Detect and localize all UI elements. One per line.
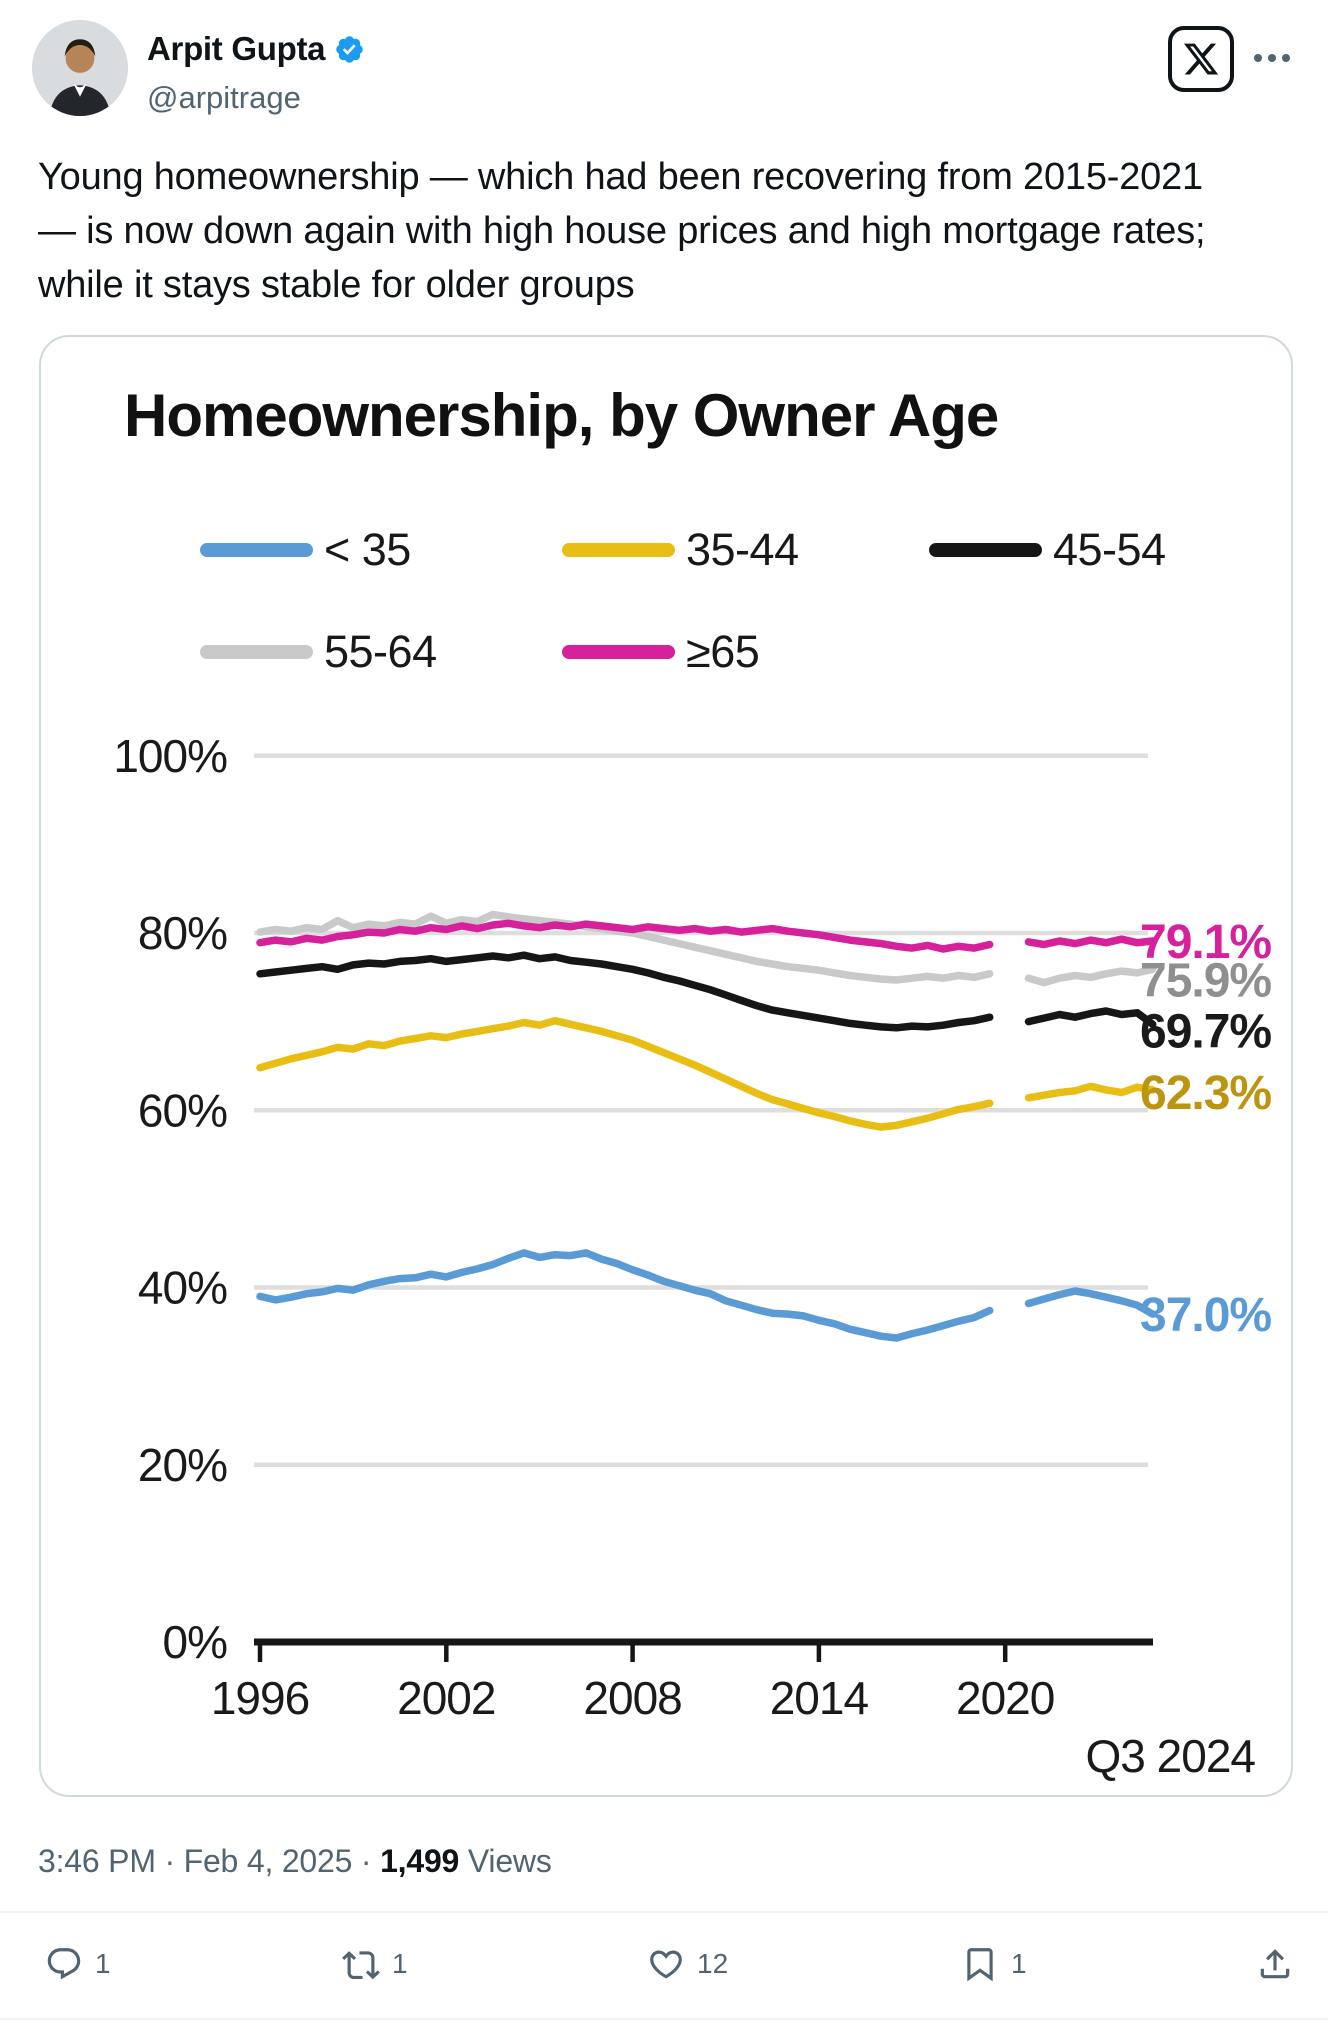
x-logo-button[interactable] [1168,26,1234,92]
upload-arrow-icon [1260,1949,1290,1979]
series-line-< 35 [256,1249,994,1342]
series-line-35-44 [256,1016,994,1131]
divider-top [0,1911,1328,1913]
avatar[interactable] [32,20,128,116]
x-axis-label-2020: 2020 [956,1672,1054,1724]
series-line-≥65 [256,919,994,953]
series-line-45-54-post-gap [1024,1007,1157,1029]
legend-item-35-44: 35-44 [562,524,799,575]
legend-swatch-65-plus [562,645,675,659]
x-axis-label-2008: 2008 [583,1672,681,1724]
tweet-text: Young homeownership — which had been rec… [38,156,1206,306]
speech-bubble-icon [47,1948,81,1980]
like-button[interactable]: 12 [647,1940,728,1988]
y-axis-label-100: 100% [113,730,227,782]
views-count: 1,499 [380,1843,460,1879]
ellipsis-icon [1268,54,1276,62]
legend-item-55-64: 55-64 [200,626,437,677]
bookmark-count: 1 [1011,1948,1027,1979]
series-line-35-44-post-gap [1024,1082,1157,1102]
avatar-photo-placeholder [32,20,128,116]
author-row[interactable]: Arpit Gupta [147,30,365,68]
heart-icon [650,1950,682,1979]
series-end-label-< 35: 37.0% [1140,1289,1271,1342]
ellipsis-icon [1282,54,1290,62]
series-line-< 35-post-gap [1024,1287,1157,1318]
bookmark-button[interactable]: 1 [961,1940,1027,1988]
author-name[interactable]: Arpit Gupta [147,30,326,67]
series-line-45-54 [256,951,994,1032]
ellipsis-icon [1254,54,1262,62]
legend-swatch-under-35 [200,543,313,557]
timestamp[interactable]: 3:46 PM · Feb 4, 2025 [38,1843,353,1879]
x-axis-label-2002: 2002 [397,1672,495,1724]
legend-swatch-55-64 [200,645,313,659]
repost-button[interactable]: 1 [342,1940,408,1988]
series-end-label-45-54: 69.7% [1140,1005,1271,1058]
line-chart: 100% 80% 60% 40% 20% 0%1996 2002 2008 2014 2020 Q3… [113,730,1272,1782]
bookmark-icon [967,1948,993,1982]
x-axis-end-annotation: Q3 2024 [1086,1730,1256,1782]
repost-count: 1 [392,1948,408,1979]
legend-label: 45-54 [1053,524,1166,575]
reply-count: 1 [95,1948,111,1979]
share-button[interactable] [1256,1940,1294,1988]
legend-swatch-45-54 [929,543,1042,557]
legend-label: ≥65 [686,626,760,677]
y-axis-label-0: 0% [163,1616,228,1668]
y-axis-label-20: 20% [138,1439,227,1491]
chart-title: Homeownership, by Owner Age [124,382,999,449]
legend-item-45-54: 45-54 [929,524,1166,575]
verified-badge-icon [336,35,363,63]
legend-label: 55-64 [324,626,437,677]
series-end-label-35-44: 62.3% [1140,1067,1271,1120]
series-end-label-≥65: 79.1% [1140,916,1271,969]
y-axis-label-40: 40% [138,1262,227,1314]
legend-label: < 35 [324,524,411,575]
more-button[interactable] [1250,50,1294,66]
legend-item-under-35: < 35 [200,524,411,575]
like-count: 12 [697,1948,729,1979]
legend-item-65-plus: ≥65 [562,626,760,677]
y-axis-label-60: 60% [138,1084,227,1136]
author-handle[interactable]: @arpitrage [147,80,301,115]
series-end-label-55-64: 75.9% [1140,954,1271,1007]
legend-label: 35-44 [686,524,799,575]
series-line-55-64-post-gap [1024,965,1157,987]
divider-bottom [0,2018,1328,2020]
views-label: Views [459,1843,552,1879]
reply-button[interactable]: 1 [45,1940,111,1988]
x-axis-label-2014: 2014 [770,1672,869,1724]
x-logo-icon [1183,43,1219,75]
x-axis-label-1996: 1996 [211,1672,309,1724]
timestamp-row: 3:46 PM · Feb 4, 2025 · 1,499 Views [38,1843,552,1880]
y-axis-label-80: 80% [138,907,227,959]
separator: · [352,1843,381,1879]
retweet-icon [342,1951,380,1980]
series-line-≥65-post-gap [1024,935,1157,949]
legend-swatch-35-44 [562,543,675,557]
chart-card[interactable]: Homeownership, by Owner Age < 35 35-44 4… [39,335,1293,1797]
